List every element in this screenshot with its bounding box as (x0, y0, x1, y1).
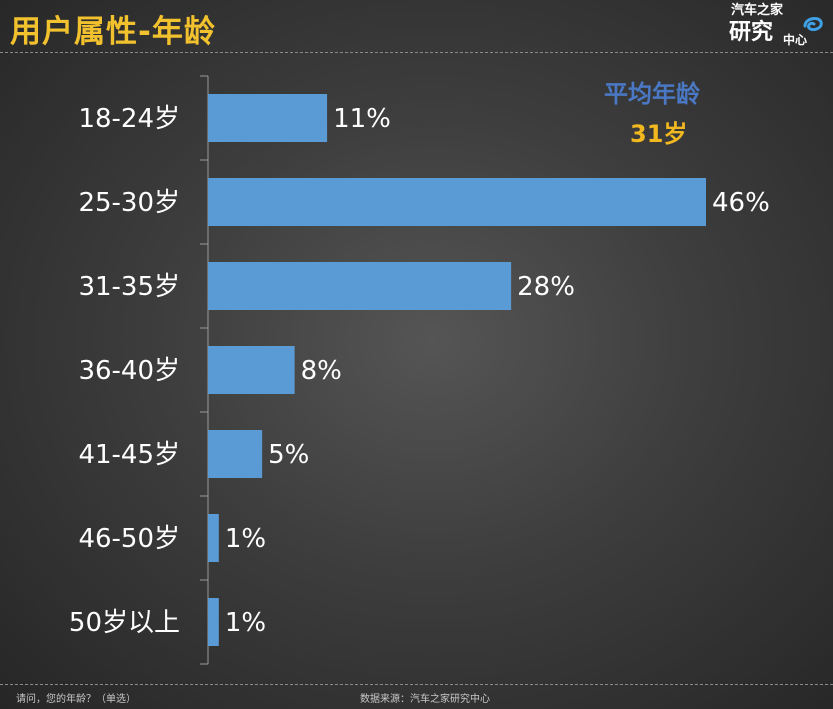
value-label: 8% (301, 356, 342, 386)
category-label: 31-35岁 (78, 272, 180, 302)
bar (208, 94, 328, 142)
bar (208, 346, 295, 394)
category-label: 36-40岁 (78, 356, 180, 386)
value-label: 46% (712, 188, 770, 218)
value-label: 28% (517, 272, 575, 302)
logo-line2: 研究 (729, 20, 774, 45)
bar (208, 430, 263, 478)
bar (208, 262, 512, 310)
category-label: 41-45岁 (78, 440, 180, 470)
footer-divider (0, 684, 833, 685)
average-age-label: 平均年龄 (604, 80, 700, 108)
bar (208, 178, 706, 226)
value-label: 5% (268, 440, 309, 470)
value-label: 1% (225, 608, 266, 638)
bar (208, 514, 219, 562)
category-label: 46-50岁 (78, 524, 180, 554)
bar (208, 598, 219, 646)
header-divider (0, 52, 833, 53)
logo-line3: 中心 (783, 33, 808, 47)
category-label: 25-30岁 (78, 188, 180, 218)
average-age-value: 31岁 (630, 120, 688, 148)
data-source: 数据来源：汽车之家研究中心 (360, 694, 490, 705)
survey-question: 请问，您的年龄？（单选） (16, 694, 136, 705)
value-label: 11% (333, 104, 391, 134)
category-label: 50岁以上 (69, 608, 180, 638)
category-label: 18-24岁 (78, 104, 180, 134)
page-title: 用户属性-年龄 (10, 14, 216, 50)
brand-logo: 汽车之家 研究 中心 (729, 4, 825, 50)
swirl-icon (803, 17, 823, 32)
logo-line1: 汽车之家 (731, 3, 784, 18)
value-label: 1% (225, 524, 266, 554)
